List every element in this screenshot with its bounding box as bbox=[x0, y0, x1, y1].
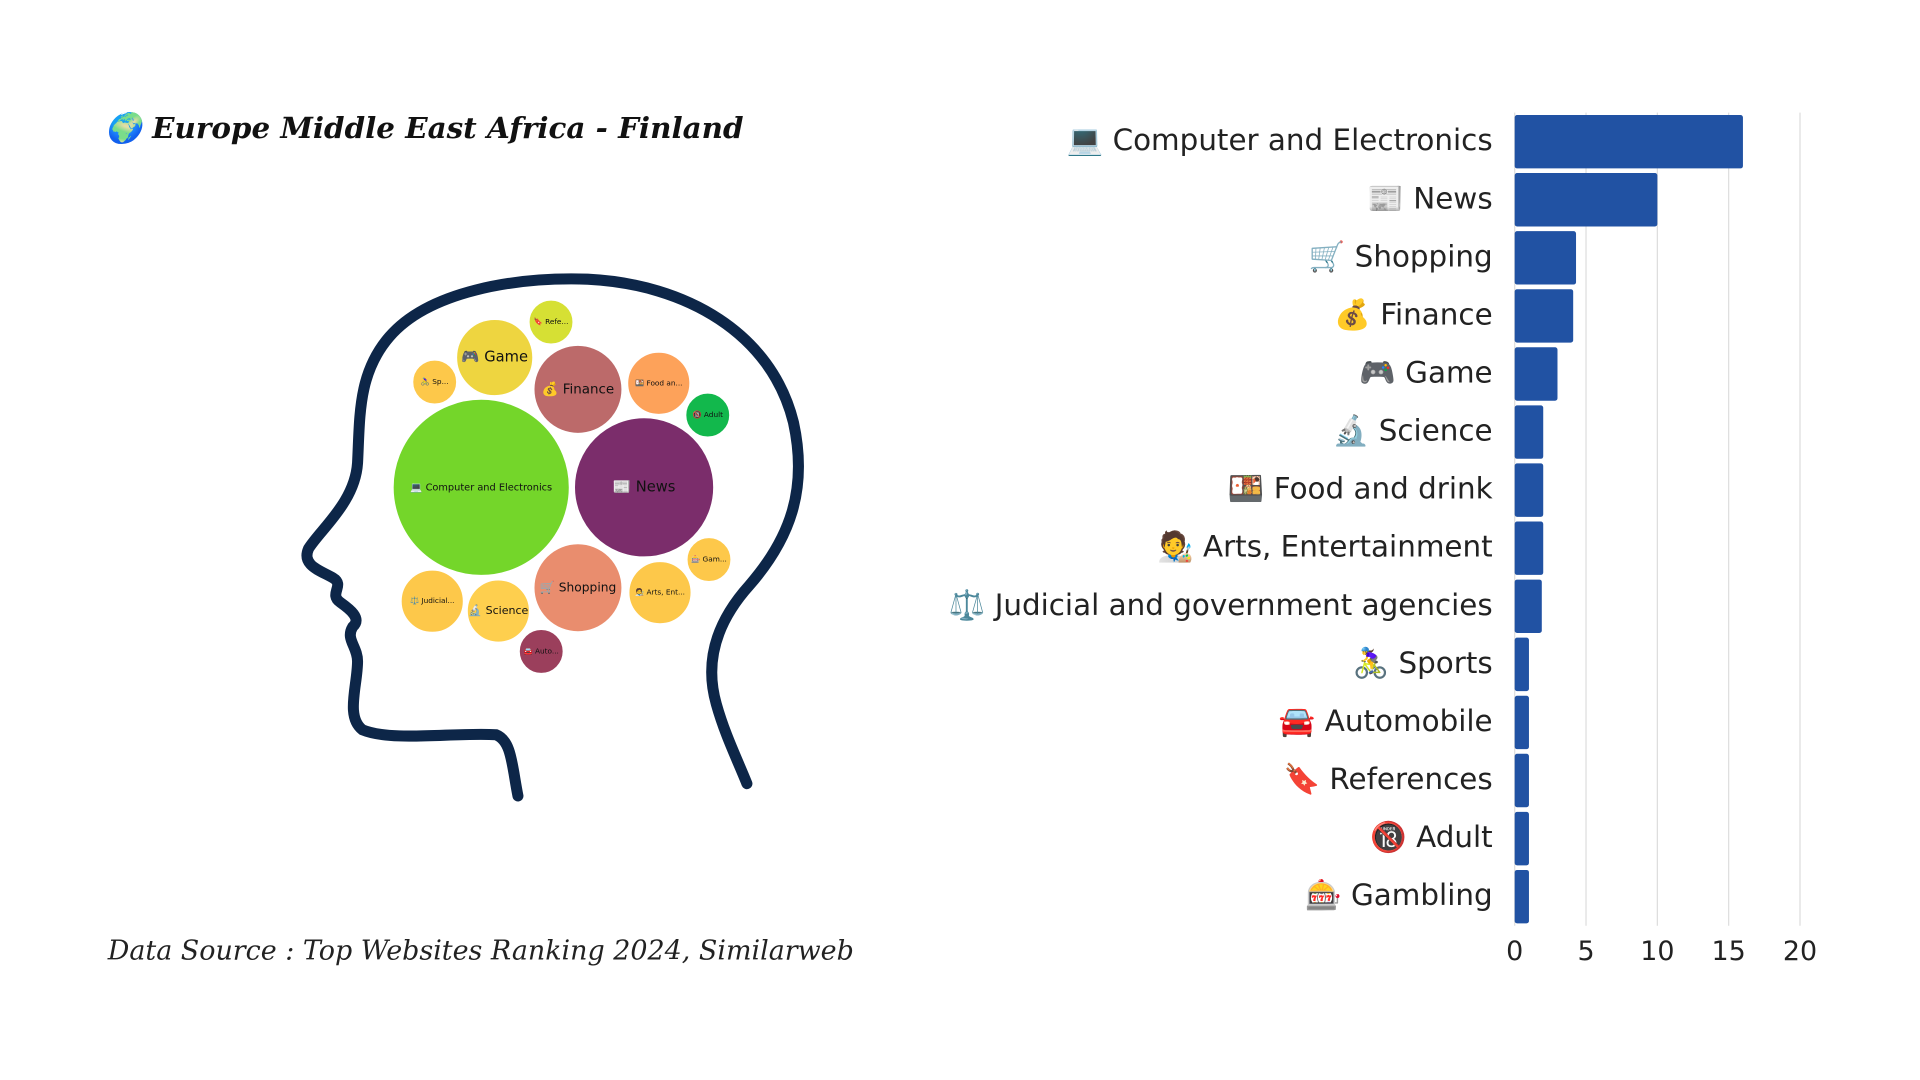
y-tick-label: 🚴‍♀️ Sports bbox=[1353, 646, 1493, 680]
bubble-label: 🛒 Shopping bbox=[540, 579, 617, 594]
bubble-label: 🎮 Game bbox=[461, 349, 528, 366]
bubble-label: 💻 Computer and Electronics bbox=[410, 482, 552, 493]
y-tick-label: 🎮 Game bbox=[1359, 355, 1492, 389]
bar bbox=[1514, 463, 1544, 517]
x-tick-label: 0 bbox=[1506, 936, 1523, 967]
bar bbox=[1514, 114, 1743, 169]
bubble-label: 🔖 Refe... bbox=[534, 317, 569, 326]
y-tick-label: 🔞 Adult bbox=[1370, 820, 1492, 854]
y-tick-label: ⚖️ Judicial and government agencies bbox=[949, 588, 1493, 622]
x-tick-label: 10 bbox=[1640, 936, 1674, 967]
bar bbox=[1514, 347, 1558, 401]
y-tick-label: 🍱 Food and drink bbox=[1228, 472, 1493, 506]
bubble bbox=[533, 543, 623, 633]
bar bbox=[1514, 521, 1544, 575]
bubble bbox=[392, 398, 570, 577]
bubble bbox=[455, 318, 534, 397]
y-tick-label: 🎰 Gambling bbox=[1305, 878, 1493, 912]
bubble-label: 🧑‍🎨 Arts, Ent... bbox=[635, 588, 685, 597]
bubble-label: 🔬 Science bbox=[468, 603, 528, 617]
bubble-label: 🚴‍♀️ Sp... bbox=[421, 377, 449, 386]
bubble bbox=[518, 628, 564, 675]
bubble bbox=[685, 392, 731, 438]
bubble-label: 📰 News bbox=[613, 478, 676, 495]
y-tick-label: 🔬 Science bbox=[1333, 413, 1493, 448]
bubble-label: 🎰 Gam... bbox=[691, 555, 727, 564]
x-tick-label: 20 bbox=[1783, 936, 1817, 967]
bubble-label: 🔞 Adult bbox=[692, 410, 723, 419]
bubble bbox=[686, 536, 732, 583]
bar bbox=[1514, 173, 1658, 227]
bar bbox=[1514, 869, 1529, 924]
y-tick-label: 🛒 Shopping bbox=[1309, 239, 1493, 273]
head-outline bbox=[301, 273, 804, 802]
bar bbox=[1514, 695, 1529, 750]
bar bbox=[1514, 637, 1529, 692]
bubble bbox=[412, 359, 458, 405]
bar bbox=[1514, 753, 1529, 808]
y-tick-label: 💰 Finance bbox=[1334, 297, 1492, 332]
bubble-label: ⚖️ Judicial... bbox=[410, 596, 455, 605]
bar bbox=[1514, 231, 1577, 285]
bubble bbox=[466, 579, 531, 643]
bubble-chart: 💻 Computer and Electronics 📰 News 🛒 Shoppi… bbox=[392, 299, 732, 675]
bubble bbox=[628, 560, 692, 625]
y-tick-label: 🔖 References bbox=[1284, 762, 1493, 796]
x-tick-label: 15 bbox=[1712, 936, 1746, 967]
bar bbox=[1514, 811, 1529, 866]
bubble-label: 🍱 Food an... bbox=[635, 378, 682, 387]
bar bbox=[1514, 289, 1574, 343]
y-tick-label: 📰 News bbox=[1367, 181, 1492, 215]
y-tick-label: 🚘 Automobile bbox=[1279, 704, 1493, 738]
bubble-label: 💰 Finance bbox=[542, 380, 615, 397]
bar bbox=[1514, 405, 1544, 459]
source-note: Data Source : Top Websites Ranking 2024,… bbox=[107, 936, 854, 967]
x-tick-label: 5 bbox=[1577, 936, 1594, 967]
bubble bbox=[533, 344, 623, 435]
bubble-label: 🚘 Auto... bbox=[524, 646, 559, 655]
bubble bbox=[573, 417, 715, 558]
bar bbox=[1514, 579, 1542, 634]
title: 🌍 Europe Middle East Africa - Finland bbox=[104, 110, 743, 145]
bar-chart: 0 5 10 15 20 💻 Computer and Electronics 📰 News… bbox=[949, 112, 1817, 967]
y-tick-label: 💻 Computer and Electronics bbox=[1067, 123, 1493, 157]
bubble bbox=[400, 569, 465, 634]
bubble bbox=[528, 299, 574, 345]
bubble bbox=[626, 351, 691, 416]
y-tick-label: 🧑‍🎨 Arts, Entertainment bbox=[1157, 529, 1493, 564]
